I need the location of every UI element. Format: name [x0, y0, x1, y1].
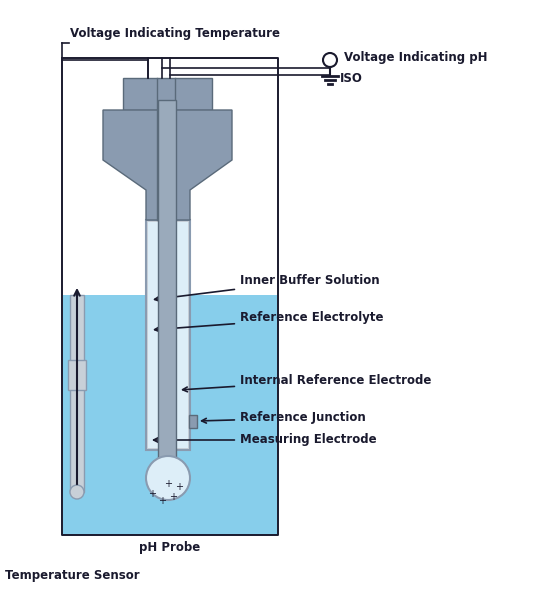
Text: Measuring Electrode: Measuring Electrode	[153, 433, 376, 446]
Text: Voltage Indicating pH: Voltage Indicating pH	[344, 52, 487, 64]
Bar	[158, 100, 176, 460]
Text: +: +	[169, 492, 177, 502]
Text: pH Probe: pH Probe	[139, 541, 200, 554]
Text: +: +	[175, 482, 183, 492]
Bar	[146, 220, 190, 450]
Text: Voltage Indicating Temperature: Voltage Indicating Temperature	[70, 28, 280, 40]
Text: +: +	[148, 489, 156, 499]
Polygon shape	[103, 110, 232, 220]
Text: Reference Junction: Reference Junction	[201, 412, 366, 425]
Circle shape	[146, 456, 190, 500]
Text: Reference Electrolyte: Reference Electrolyte	[155, 311, 384, 332]
Bar	[70, 295, 84, 492]
Circle shape	[70, 485, 84, 499]
Text: Temperature Sensor: Temperature Sensor	[5, 569, 140, 581]
Circle shape	[323, 53, 337, 67]
Text: +: +	[158, 496, 166, 506]
Text: Internal Reference Electrode: Internal Reference Electrode	[183, 373, 431, 392]
Text: ISO: ISO	[340, 71, 363, 85]
Bar	[63, 295, 277, 535]
Bar	[123, 78, 212, 110]
Text: +: +	[164, 479, 172, 489]
Bar	[148, 222, 188, 448]
Text: Inner Buffer Solution: Inner Buffer Solution	[155, 274, 380, 301]
Bar	[189, 415, 197, 428]
Bar	[68, 360, 86, 390]
